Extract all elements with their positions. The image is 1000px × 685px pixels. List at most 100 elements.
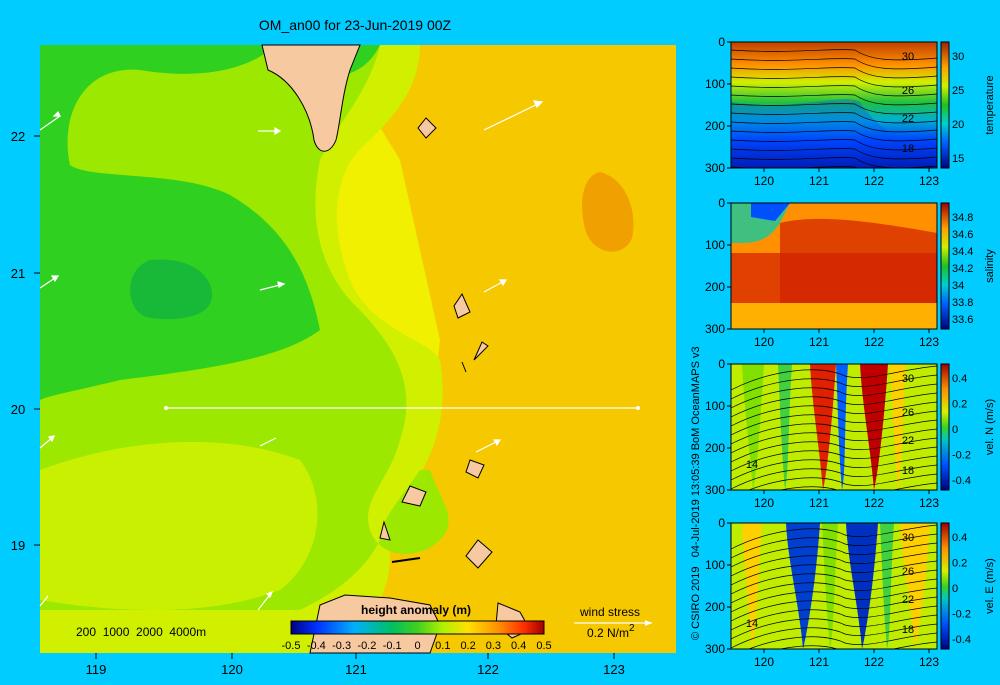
depth-tick-label: 200 [705, 280, 725, 294]
depth-tick-label: 100 [705, 558, 725, 572]
depth-tick-label: 300 [705, 322, 725, 336]
panel-lon-label: 123 [919, 655, 939, 669]
depth-tick-label: 200 [705, 119, 725, 133]
contour-label: 22 [902, 435, 914, 447]
colorbar-tick: 34.6 [952, 229, 973, 241]
panel-lon-label: 122 [864, 655, 884, 669]
colorbar-tick: -0.4 [952, 475, 971, 487]
island-2 [453, 292, 471, 319]
colorbar-tick: 0.4 [511, 640, 526, 652]
latitude-ticks: 22 21 20 19 [11, 129, 40, 553]
panel-salinity: 0 100 200 300 120 121 122 123 34.8 34.6 34.4 34.2 34… [705, 196, 996, 349]
colorbar-tick: 0 [414, 640, 420, 652]
contour-label: 18 [902, 624, 914, 636]
colorbar-tick: -0.2 [357, 640, 376, 652]
panel-lon-label: 120 [754, 174, 774, 188]
colorbar-tick: 20 [952, 119, 964, 131]
contour-label: 30 [902, 373, 914, 385]
depth-tick-label: 300 [705, 483, 725, 497]
panel-colorbar [940, 41, 950, 169]
wind-vectors [39, 100, 544, 611]
island-4 [465, 459, 485, 479]
lat-tick-label: 19 [11, 538, 25, 553]
lon-tick-label: 121 [345, 662, 367, 677]
island-7 [465, 539, 493, 569]
panel-field [731, 42, 937, 168]
colorbar-tick: 33.6 [952, 314, 973, 326]
height-colorbar [290, 620, 545, 635]
contour-label: 22 [902, 594, 914, 606]
panel-lon-label: 123 [919, 496, 939, 510]
green-region [40, 45, 320, 400]
depth-tick-label: 100 [705, 238, 725, 252]
lat-tick-label: 21 [11, 266, 25, 281]
contour-label: 18 [902, 465, 914, 477]
contour-label: 18 [902, 143, 914, 155]
colorbar-tick: 33.8 [952, 297, 973, 309]
panel-field [731, 203, 937, 329]
panel-lon-label: 121 [809, 655, 829, 669]
colorbar-tick: 0.4 [952, 532, 967, 544]
colorbar-tick: -0.2 [952, 450, 971, 462]
credit-text: © CSIRO 2019 04-Jul-2019 13:05:39 BoM Oc… [690, 346, 702, 640]
transect-line [164, 406, 640, 410]
lon-tick-label: 123 [603, 662, 625, 677]
colorbar-tick: 0.1 [435, 640, 450, 652]
depth-tick-label: 0 [718, 516, 725, 530]
colorbar-tick: 34.8 [952, 212, 973, 224]
island-5 [401, 485, 427, 507]
panel-lon-label: 121 [809, 335, 829, 349]
panel-lon-label: 121 [809, 174, 829, 188]
contour-label: 26 [902, 566, 914, 578]
panel-lon-label: 122 [864, 496, 884, 510]
depth-tick-label: 200 [705, 600, 725, 614]
map-field [40, 45, 676, 653]
depth-tick-label: 0 [718, 35, 725, 49]
wind-stress-unit: 0.2 N/m2 [587, 623, 635, 640]
darkgreen-eddy [130, 259, 212, 320]
longitude-ticks: 119 120 121 122 123 [86, 653, 625, 677]
main-map: 200 1000 2000 4000m wind stress 0.2 N/m2… [11, 44, 676, 677]
depth-tick-label: 0 [718, 196, 725, 210]
contour-label: 30 [902, 532, 914, 544]
depth-tick-label: 300 [705, 161, 725, 175]
lon-tick-label: 119 [86, 662, 107, 677]
panel-lon-label: 122 [864, 174, 884, 188]
lat-tick-label: 20 [11, 402, 25, 417]
panel-lon-label: 120 [754, 496, 774, 510]
colorbar-tick: 0 [952, 424, 958, 436]
colorbar-tick: 0.3 [486, 640, 501, 652]
contour-label: 22 [902, 113, 914, 125]
island-1 [417, 117, 437, 139]
lon-tick-label: 120 [221, 662, 243, 677]
contour-label: 26 [902, 85, 914, 97]
island-3 [473, 341, 489, 361]
contour-label: 26 [902, 407, 914, 419]
colorbar-tick: -0.2 [952, 609, 971, 621]
contour-label: 14 [746, 459, 758, 471]
lon-tick-label: 122 [477, 662, 499, 677]
colorbar-tick: 0.2 [460, 640, 475, 652]
panel-colorbar [940, 363, 950, 491]
colorbar-tick: 0.4 [952, 373, 967, 385]
depth-tick-label: 0 [718, 357, 725, 371]
colorbar-tick: -0.5 [282, 640, 301, 652]
colorbar-tick: 0 [952, 583, 958, 595]
colorbar-tick: 15 [952, 153, 964, 165]
colorbar-tick: 34.4 [952, 246, 973, 258]
depth-legend: 200 1000 2000 4000m [76, 625, 206, 639]
colorbar-tick: 34 [952, 280, 964, 292]
panel-ylabel: salinity [984, 249, 996, 283]
panel-lon-label: 120 [754, 335, 774, 349]
colorbar-ticks: -0.5 -0.4 -0.3 -0.2 -0.1 0 0.1 0.2 0.3 0.4 0.5 [282, 640, 552, 652]
orange-eddy [582, 172, 634, 252]
panel-vel-e: 30 26 22 18 14 0 100 200 300 120 121 122 123 0.4 0.2 0 -… [705, 516, 996, 669]
panel-temperature: 30 26 22 18 0 100 200 300 120 121 122 123 30 25 20 15 te… [705, 35, 996, 188]
colorbar-title: height anomaly (m) [361, 603, 471, 617]
colorbar-tick: -0.3 [332, 640, 351, 652]
panel-lon-label: 121 [809, 496, 829, 510]
taiwan-land [261, 44, 361, 152]
figure-title: OM_an00 for 23-Jun-2019 00Z [259, 17, 452, 33]
